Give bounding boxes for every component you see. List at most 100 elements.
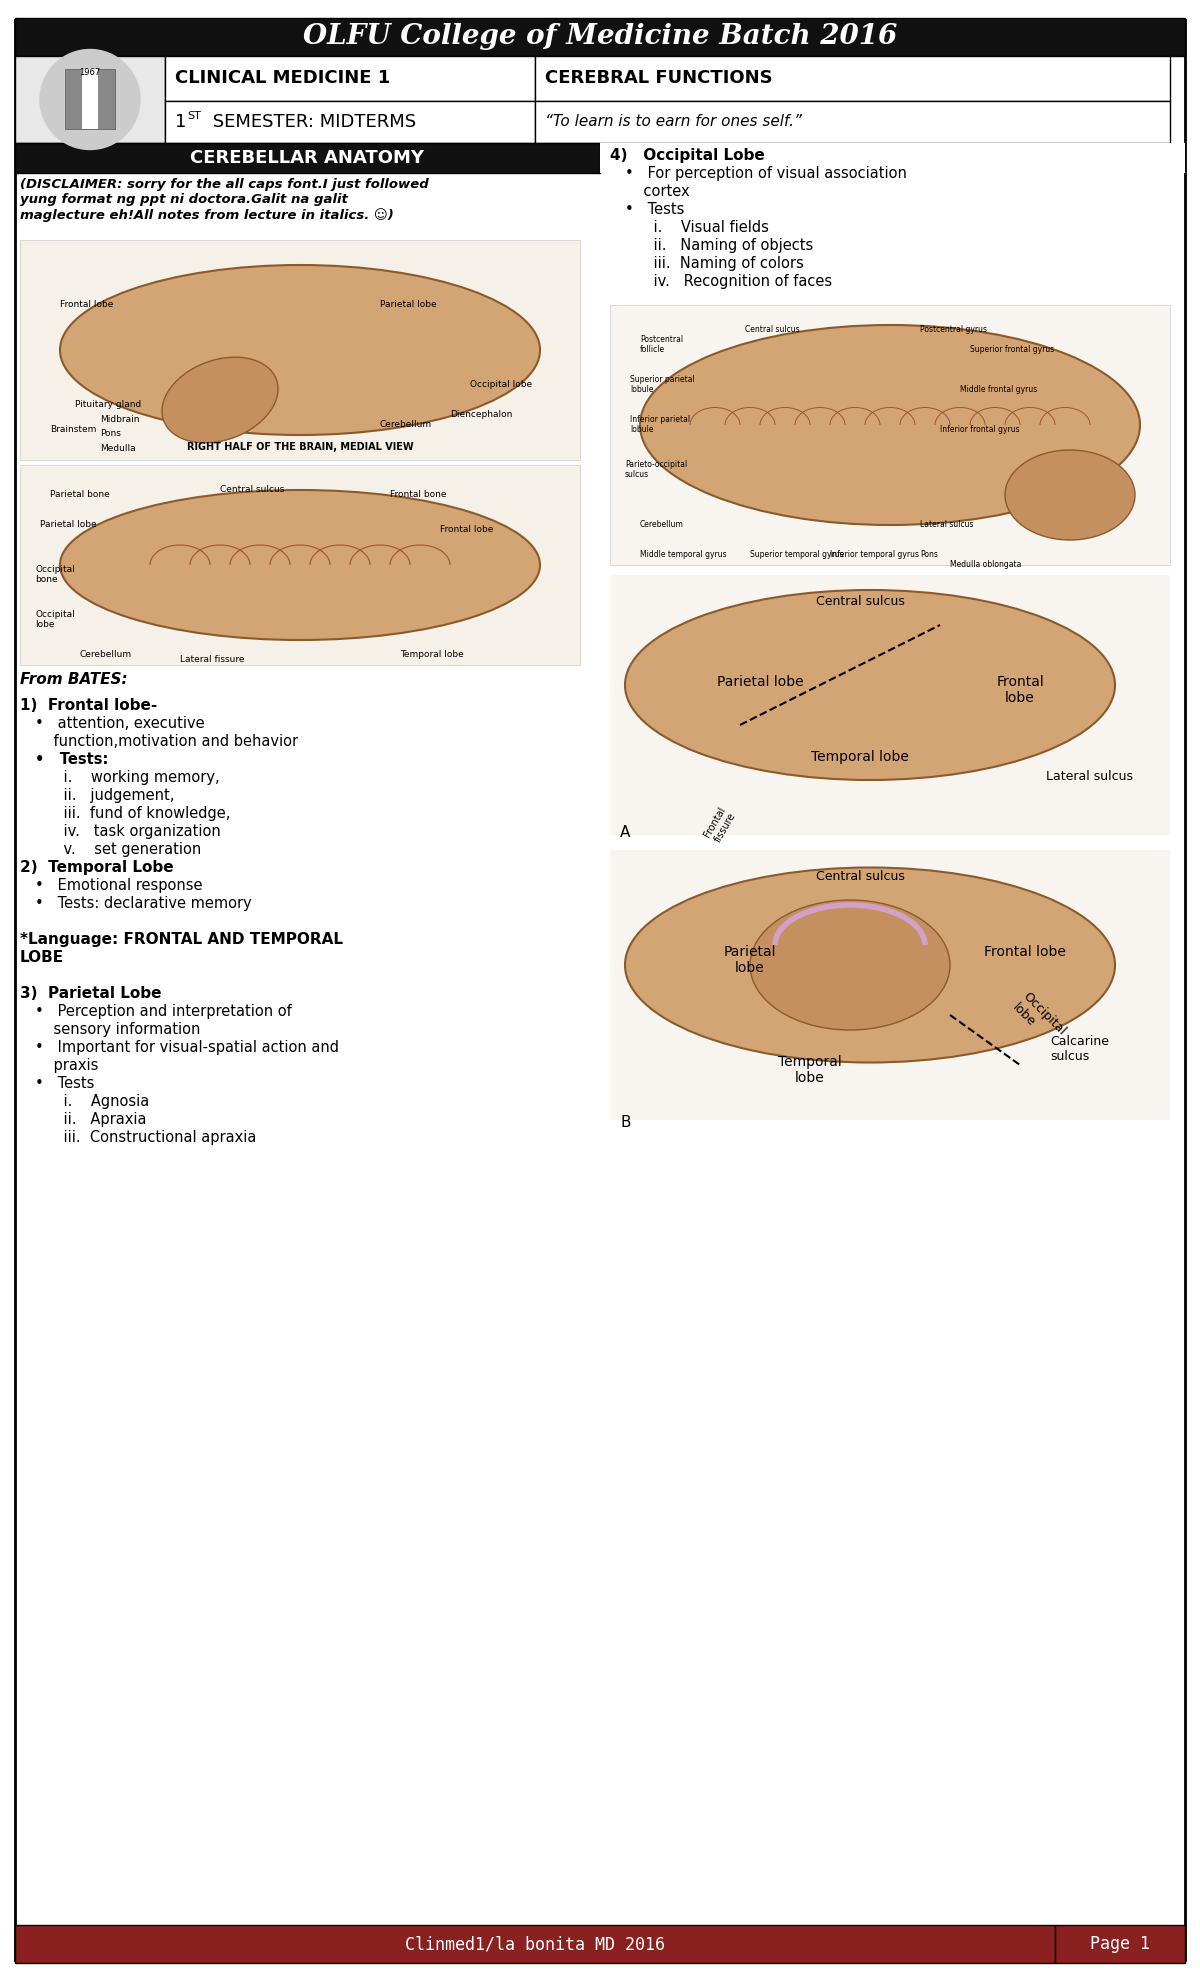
Text: Postcentral gyrus: Postcentral gyrus bbox=[920, 324, 986, 334]
Text: iv.   Recognition of faces: iv. Recognition of faces bbox=[635, 275, 832, 288]
Text: Occipital
lobe: Occipital lobe bbox=[1010, 990, 1069, 1049]
Text: Parietal lobe: Parietal lobe bbox=[40, 520, 97, 530]
Text: Central sulcus: Central sulcus bbox=[816, 869, 905, 883]
Text: Frontal lobe: Frontal lobe bbox=[60, 300, 113, 308]
Text: iii.  Naming of colors: iii. Naming of colors bbox=[635, 257, 804, 271]
Text: •   Emotional response: • Emotional response bbox=[35, 877, 203, 893]
Text: *Language: FRONTAL AND TEMPORAL: *Language: FRONTAL AND TEMPORAL bbox=[20, 933, 343, 947]
Text: 1)  Frontal lobe-: 1) Frontal lobe- bbox=[20, 698, 157, 713]
Text: (​DISCLAIMER: sorry for the all caps font.I just followed
yung format ng ppt ni : (​DISCLAIMER: sorry for the all caps fon… bbox=[20, 178, 428, 221]
Text: CLINICAL MEDICINE 1: CLINICAL MEDICINE 1 bbox=[175, 69, 390, 87]
Bar bbox=[600, 142, 1186, 174]
Text: Medulla oblongata: Medulla oblongata bbox=[950, 559, 1021, 569]
Circle shape bbox=[40, 49, 140, 150]
Text: Midbrain: Midbrain bbox=[100, 415, 139, 425]
Bar bbox=[166, 55, 535, 101]
Text: Pituitary gland: Pituitary gland bbox=[74, 399, 142, 409]
Ellipse shape bbox=[640, 324, 1140, 526]
Bar bbox=[20, 239, 580, 460]
Text: •   Tests: • Tests bbox=[625, 202, 684, 217]
Text: Brainstem: Brainstem bbox=[50, 425, 96, 435]
Bar bbox=[610, 850, 1170, 1120]
Text: SEMESTER: MIDTERMS: SEMESTER: MIDTERMS bbox=[208, 113, 416, 130]
Text: 2)  Temporal Lobe: 2) Temporal Lobe bbox=[20, 860, 174, 875]
Text: Cerebellum: Cerebellum bbox=[80, 650, 132, 660]
Text: RIGHT HALF OF THE BRAIN, MEDIAL VIEW: RIGHT HALF OF THE BRAIN, MEDIAL VIEW bbox=[187, 443, 413, 453]
Text: Temporal lobe: Temporal lobe bbox=[400, 650, 463, 660]
Text: “To learn is to earn for ones self.”: “To learn is to earn for ones self.” bbox=[545, 115, 802, 130]
Text: Calcarine
sulcus: Calcarine sulcus bbox=[1050, 1035, 1109, 1063]
Text: ii.   judgement,: ii. judgement, bbox=[46, 788, 174, 802]
Text: Inferior frontal gyrus: Inferior frontal gyrus bbox=[940, 425, 1020, 435]
Text: Frontal
lobe: Frontal lobe bbox=[996, 676, 1044, 705]
Text: Middle frontal gyrus: Middle frontal gyrus bbox=[960, 385, 1037, 393]
Ellipse shape bbox=[750, 899, 950, 1029]
Bar bbox=[610, 304, 1170, 565]
Text: sensory information: sensory information bbox=[35, 1022, 200, 1037]
Text: •   Tests:: • Tests: bbox=[35, 753, 108, 767]
Text: 3)  Parietal Lobe: 3) Parietal Lobe bbox=[20, 986, 162, 1002]
Text: ST: ST bbox=[187, 111, 200, 121]
Text: iii.  Constructional apraxia: iii. Constructional apraxia bbox=[46, 1130, 257, 1144]
Text: Temporal lobe: Temporal lobe bbox=[811, 751, 908, 765]
Text: Diencephalon: Diencephalon bbox=[450, 409, 512, 419]
Text: Frontal lobe: Frontal lobe bbox=[984, 945, 1066, 958]
Text: LOBE: LOBE bbox=[20, 950, 64, 964]
Text: i.    Visual fields: i. Visual fields bbox=[635, 219, 769, 235]
Text: cortex: cortex bbox=[625, 184, 690, 200]
Text: i.    working memory,: i. working memory, bbox=[46, 771, 220, 784]
Bar bbox=[14, 18, 1186, 55]
Text: Parieto-occipital
sulcus: Parieto-occipital sulcus bbox=[625, 460, 688, 480]
Bar bbox=[535, 55, 1170, 101]
Text: Inferior temporal gyrus: Inferior temporal gyrus bbox=[830, 549, 919, 559]
Text: 1967: 1967 bbox=[79, 67, 101, 77]
Text: Occipital
lobe: Occipital lobe bbox=[35, 611, 74, 630]
Text: From BATES:: From BATES: bbox=[20, 672, 127, 688]
Text: A: A bbox=[620, 826, 630, 840]
Text: iv.   task organization: iv. task organization bbox=[46, 824, 221, 840]
Text: i.    Agnosia: i. Agnosia bbox=[46, 1095, 149, 1109]
Text: Postcentral
follicle: Postcentral follicle bbox=[640, 336, 683, 354]
Text: 1: 1 bbox=[175, 113, 186, 130]
Text: CEREBELLAR ANATOMY: CEREBELLAR ANATOMY bbox=[191, 148, 425, 168]
Text: iii.  fund of knowledge,: iii. fund of knowledge, bbox=[46, 806, 230, 820]
Text: Frontal lobe: Frontal lobe bbox=[440, 526, 493, 534]
Text: Pons: Pons bbox=[100, 429, 121, 439]
Bar bbox=[65, 69, 115, 130]
Text: Lateral fissure: Lateral fissure bbox=[180, 654, 245, 664]
Ellipse shape bbox=[60, 265, 540, 435]
Text: B: B bbox=[620, 1114, 630, 1130]
Bar bbox=[1055, 1925, 1186, 1962]
Text: Frontal bone: Frontal bone bbox=[390, 490, 446, 500]
Text: Cerebellum: Cerebellum bbox=[640, 520, 684, 530]
Text: Medulla: Medulla bbox=[100, 445, 136, 453]
Text: Lateral sulcus: Lateral sulcus bbox=[1046, 771, 1134, 782]
Text: •   Tests: • Tests bbox=[35, 1077, 95, 1091]
Text: ii.   Naming of objects: ii. Naming of objects bbox=[635, 237, 814, 253]
Text: Superior parietal
lobule: Superior parietal lobule bbox=[630, 375, 695, 395]
Text: Middle temporal gyrus: Middle temporal gyrus bbox=[640, 549, 727, 559]
Text: Inferior parietal
lobule: Inferior parietal lobule bbox=[630, 415, 690, 435]
Text: Central sulcus: Central sulcus bbox=[220, 484, 284, 494]
Text: Frontal
fissure: Frontal fissure bbox=[702, 804, 738, 844]
Text: •   Perception and interpretation of: • Perception and interpretation of bbox=[35, 1004, 292, 1020]
Text: •   Important for visual-spatial action and: • Important for visual-spatial action an… bbox=[35, 1039, 340, 1055]
Text: Cerebellum: Cerebellum bbox=[380, 421, 432, 429]
Bar bbox=[14, 1925, 1055, 1962]
Ellipse shape bbox=[1006, 451, 1135, 539]
Text: Parietal lobe: Parietal lobe bbox=[380, 300, 437, 308]
Bar bbox=[535, 101, 1170, 142]
Text: Clinmed1/la bonita MD 2016: Clinmed1/la bonita MD 2016 bbox=[406, 1935, 665, 1952]
Bar bbox=[14, 55, 166, 142]
Text: Central sulcus: Central sulcus bbox=[745, 324, 799, 334]
Text: •   Tests: declarative memory: • Tests: declarative memory bbox=[35, 895, 252, 911]
Text: praxis: praxis bbox=[35, 1057, 98, 1073]
Text: Parietal lobe: Parietal lobe bbox=[716, 676, 803, 690]
Text: Page 1: Page 1 bbox=[1090, 1935, 1150, 1952]
Bar bbox=[166, 101, 535, 142]
Bar bbox=[20, 464, 580, 666]
Ellipse shape bbox=[60, 490, 540, 640]
Text: Lateral sulcus: Lateral sulcus bbox=[920, 520, 973, 530]
Text: Occipital lobe: Occipital lobe bbox=[470, 379, 532, 389]
Text: Central sulcus: Central sulcus bbox=[816, 595, 905, 609]
